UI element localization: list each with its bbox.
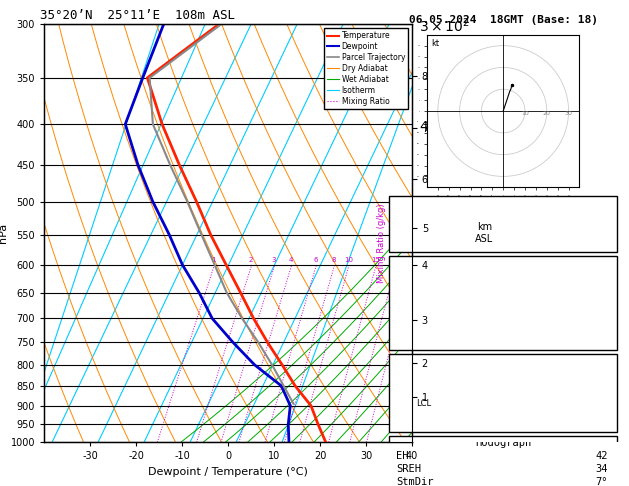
Text: Lifted Index: Lifted Index <box>396 312 471 322</box>
Text: 1.54: 1.54 <box>583 235 608 245</box>
Text: PW (cm): PW (cm) <box>396 235 440 245</box>
Text: Dewp (°C): Dewp (°C) <box>396 285 452 295</box>
Text: 2: 2 <box>248 257 253 263</box>
Y-axis label: hPa: hPa <box>0 223 8 243</box>
Bar <box>389 256 617 350</box>
Text: 32: 32 <box>596 326 608 335</box>
Text: 32: 32 <box>596 408 608 418</box>
Bar <box>389 196 617 252</box>
Text: kt: kt <box>431 39 440 48</box>
Text: Temp (°C): Temp (°C) <box>396 272 452 282</box>
Text: 10: 10 <box>521 111 529 116</box>
Text: SREH: SREH <box>396 464 421 474</box>
Text: 34: 34 <box>596 464 608 474</box>
Text: 11.5: 11.5 <box>583 285 608 295</box>
Text: 06.05.2024  18GMT (Base: 18): 06.05.2024 18GMT (Base: 18) <box>409 15 598 25</box>
Text: © weatheronline.co.uk: © weatheronline.co.uk <box>447 423 560 432</box>
Text: 6: 6 <box>313 257 318 263</box>
Text: Pressure (mb): Pressure (mb) <box>396 369 477 380</box>
Text: 4: 4 <box>289 257 293 263</box>
Text: CAPE (J): CAPE (J) <box>396 408 446 418</box>
Text: Totals Totals: Totals Totals <box>396 217 477 226</box>
Bar <box>389 436 617 486</box>
Text: θₑ(K): θₑ(K) <box>396 299 427 309</box>
Text: K: K <box>396 198 403 208</box>
Text: 8: 8 <box>331 257 336 263</box>
Text: 1: 1 <box>211 257 216 263</box>
Bar <box>389 354 617 432</box>
Text: 20: 20 <box>543 111 551 116</box>
Text: 30: 30 <box>565 111 572 116</box>
Text: 15: 15 <box>596 198 608 208</box>
Text: StmDir: StmDir <box>396 477 433 486</box>
Text: 25: 25 <box>407 257 416 263</box>
Text: 43: 43 <box>596 217 608 226</box>
Text: Mixing Ratio (g/kg): Mixing Ratio (g/kg) <box>377 203 386 283</box>
Text: 7°: 7° <box>596 477 608 486</box>
Text: CIN (J): CIN (J) <box>396 339 440 349</box>
Text: 20: 20 <box>391 257 400 263</box>
Text: 316: 316 <box>589 299 608 309</box>
Text: 42: 42 <box>596 451 608 461</box>
Text: 22: 22 <box>596 421 608 431</box>
Text: Hodograph: Hodograph <box>475 438 532 448</box>
Text: 15: 15 <box>371 257 380 263</box>
Text: 1002: 1002 <box>583 369 608 380</box>
Text: LCL: LCL <box>416 399 431 408</box>
Text: 35°20’N  25°11’E  108m ASL: 35°20’N 25°11’E 108m ASL <box>40 9 235 22</box>
Text: 22: 22 <box>596 339 608 349</box>
Text: Surface: Surface <box>481 259 525 268</box>
Text: 10: 10 <box>344 257 353 263</box>
Text: CAPE (J): CAPE (J) <box>396 326 446 335</box>
Text: Lifted Index: Lifted Index <box>396 395 471 405</box>
Text: -0: -0 <box>596 395 608 405</box>
X-axis label: Dewpoint / Temperature (°C): Dewpoint / Temperature (°C) <box>148 467 308 477</box>
Text: CIN (J): CIN (J) <box>396 421 440 431</box>
Text: 3: 3 <box>272 257 276 263</box>
Text: EH: EH <box>396 451 409 461</box>
Text: 19.5: 19.5 <box>583 272 608 282</box>
Text: -0: -0 <box>596 312 608 322</box>
Text: θₑ (K): θₑ (K) <box>396 382 433 392</box>
Y-axis label: km
ASL: km ASL <box>475 223 493 244</box>
Legend: Temperature, Dewpoint, Parcel Trajectory, Dry Adiabat, Wet Adiabat, Isotherm, Mi: Temperature, Dewpoint, Parcel Trajectory… <box>324 28 408 109</box>
Text: Most Unstable: Most Unstable <box>462 357 544 366</box>
Text: 316: 316 <box>589 382 608 392</box>
